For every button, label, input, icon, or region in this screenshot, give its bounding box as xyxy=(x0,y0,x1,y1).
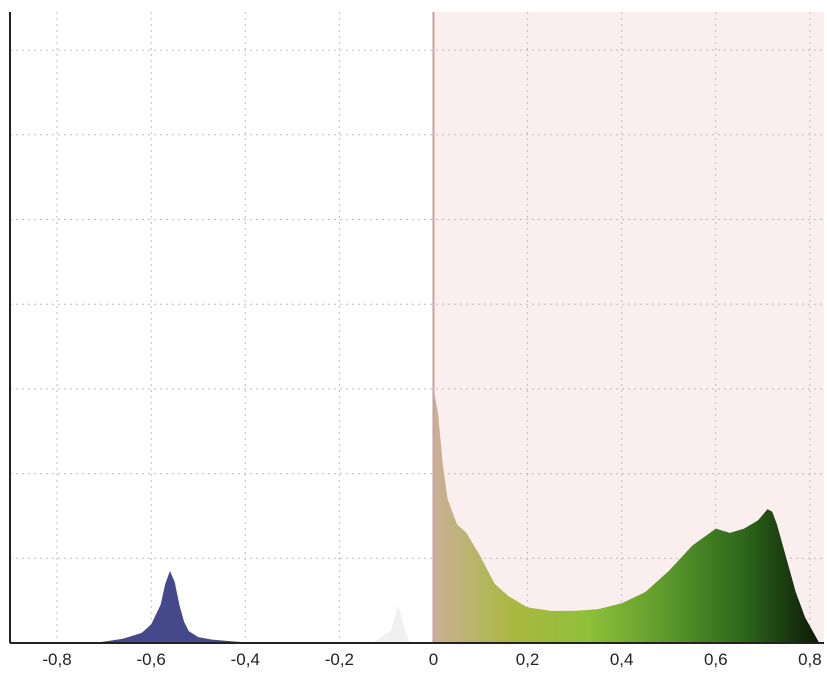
x-tick-label: 0,2 xyxy=(516,650,540,669)
x-tick-label: -0,4 xyxy=(231,650,260,669)
x-tick-label: 0,6 xyxy=(704,650,728,669)
x-tick-label: -0,2 xyxy=(325,650,354,669)
x-tick-labels: -0,8 -0,6 -0,4 -0,2 0 0,2 0,4 0,6 0,8 xyxy=(42,650,821,669)
area-series xyxy=(94,388,820,643)
x-tick-label: -0,6 xyxy=(137,650,166,669)
x-tick-label: 0,8 xyxy=(798,650,822,669)
series-1-area xyxy=(372,604,410,643)
x-tick-label: -0,8 xyxy=(42,650,71,669)
x-tick-label: 0 xyxy=(429,650,438,669)
series-0-area xyxy=(94,571,255,643)
x-tick-label: 0,4 xyxy=(610,650,634,669)
series-2-area xyxy=(433,388,820,643)
